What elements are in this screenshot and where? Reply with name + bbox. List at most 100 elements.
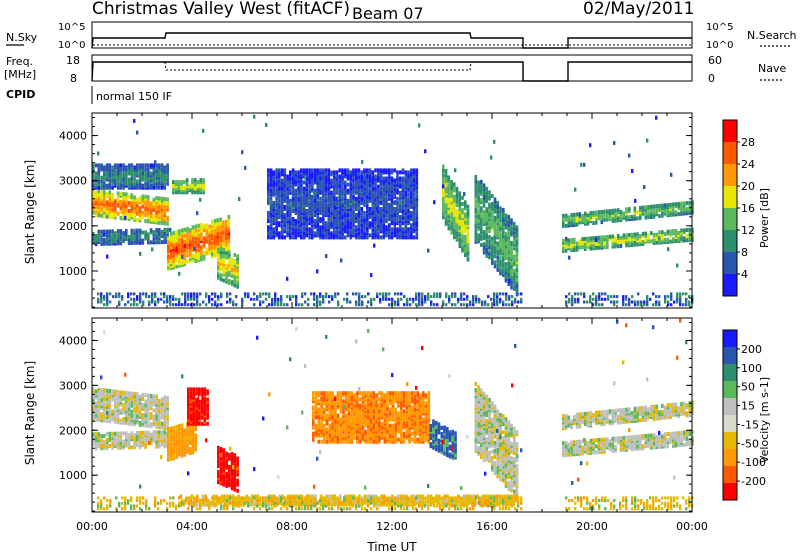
power-noise-cell: [655, 295, 658, 299]
power-cell: [302, 207, 306, 211]
power-cell: [493, 215, 497, 220]
power-cell: [461, 228, 464, 233]
power-cell: [236, 272, 239, 277]
power-noise-cell: [496, 303, 499, 307]
power-cell: [324, 196, 328, 201]
power-cell: [280, 229, 284, 234]
power-cell: [286, 188, 289, 193]
power-cell: [488, 251, 491, 256]
power-cell: [480, 226, 483, 231]
power-noise-cell: [271, 303, 274, 307]
power-noise-cell: [646, 295, 649, 299]
velocity-cell: [100, 398, 103, 403]
velocity-cell: [108, 389, 112, 393]
power-cell: [308, 227, 311, 232]
power-cell: [138, 181, 142, 186]
velocity-feature: [92, 430, 169, 451]
power-cell: [125, 208, 128, 213]
power-cell: [507, 243, 511, 248]
power-cell: [382, 192, 386, 197]
power-cell: [450, 198, 453, 203]
velocity-cell: [133, 416, 136, 421]
power-cell: [291, 182, 295, 187]
power-cell: [308, 168, 311, 173]
power-noise-cell: [319, 292, 322, 296]
power-cell: [502, 207, 505, 212]
power-cell: [275, 178, 278, 183]
power-cell: [341, 196, 344, 201]
velocity-feature: [167, 419, 198, 462]
power-cell: [600, 220, 604, 225]
power-cell: [330, 215, 333, 220]
power-cell: [474, 199, 478, 204]
power-noise-cell: [172, 295, 175, 299]
nsearch-tick-bottom: 10^0: [706, 40, 733, 51]
velocity-cell: [122, 406, 125, 411]
power-cell: [97, 229, 101, 234]
power-noise-cell: [511, 303, 514, 307]
power-cell: [313, 233, 317, 238]
power-ytick-label: 2000: [59, 220, 87, 233]
power-cell: [344, 180, 347, 185]
power-cell: [562, 213, 565, 218]
power-cell: [510, 285, 513, 290]
power-cell: [374, 227, 377, 232]
power-noise-cell: [451, 292, 454, 296]
power-cell: [228, 254, 231, 259]
power-cell: [92, 236, 95, 241]
power-cell: [410, 182, 413, 187]
power-cell: [458, 205, 462, 210]
power-cell: [513, 280, 516, 285]
velocity-cell: [166, 401, 169, 406]
power-cell: [327, 227, 331, 232]
power-cell: [160, 181, 164, 186]
power-speckle: [136, 130, 139, 135]
power-cell: [316, 207, 320, 211]
power-cell: [515, 260, 519, 264]
power-noise-cell: [505, 297, 508, 301]
power-cell: [407, 215, 410, 220]
velocity-cell: [158, 444, 161, 449]
power-noise-cell: [217, 295, 220, 299]
power-cell: [652, 204, 656, 209]
power-cell: [600, 237, 604, 242]
velocity-cell: [166, 395, 169, 400]
power-noise-cell: [205, 295, 208, 299]
power-cell: [119, 181, 123, 186]
power-noise-cell: [328, 295, 331, 299]
power-cell: [155, 167, 158, 172]
power-cell: [377, 194, 380, 199]
power-noise-cell: [196, 297, 199, 301]
velocity-cell: [158, 423, 161, 428]
power-cell: [158, 208, 161, 213]
power-cell: [100, 193, 103, 198]
power-noise-cell: [466, 297, 469, 301]
power-cell: [502, 262, 505, 267]
power-cell: [202, 256, 206, 261]
power-cell: [464, 206, 467, 211]
power-cell: [357, 211, 361, 215]
power-cell: [152, 230, 156, 235]
velocity-cell: [108, 431, 112, 436]
power-cell: [363, 227, 366, 232]
velocity-cell: [92, 432, 95, 437]
power-cell: [444, 169, 448, 173]
velocity-cell: [94, 401, 98, 406]
power-noise-cell: [163, 292, 166, 296]
power-noise-cell: [502, 300, 505, 304]
power-cell: [661, 203, 664, 208]
power-noise-cell: [118, 295, 121, 299]
power-noise-cell: [343, 297, 346, 301]
power-cell: [344, 182, 347, 187]
power-noise-cell: [685, 303, 688, 307]
power-cell: [385, 207, 388, 211]
power-cell: [401, 209, 405, 213]
power-cell: [633, 216, 637, 221]
power-cell: [199, 178, 203, 183]
power-cell: [382, 176, 386, 181]
power-cell: [666, 203, 670, 208]
velocity-cell: [158, 421, 161, 426]
power-cell: [138, 196, 142, 201]
power-cell: [219, 217, 222, 222]
power-cell: [349, 229, 353, 234]
